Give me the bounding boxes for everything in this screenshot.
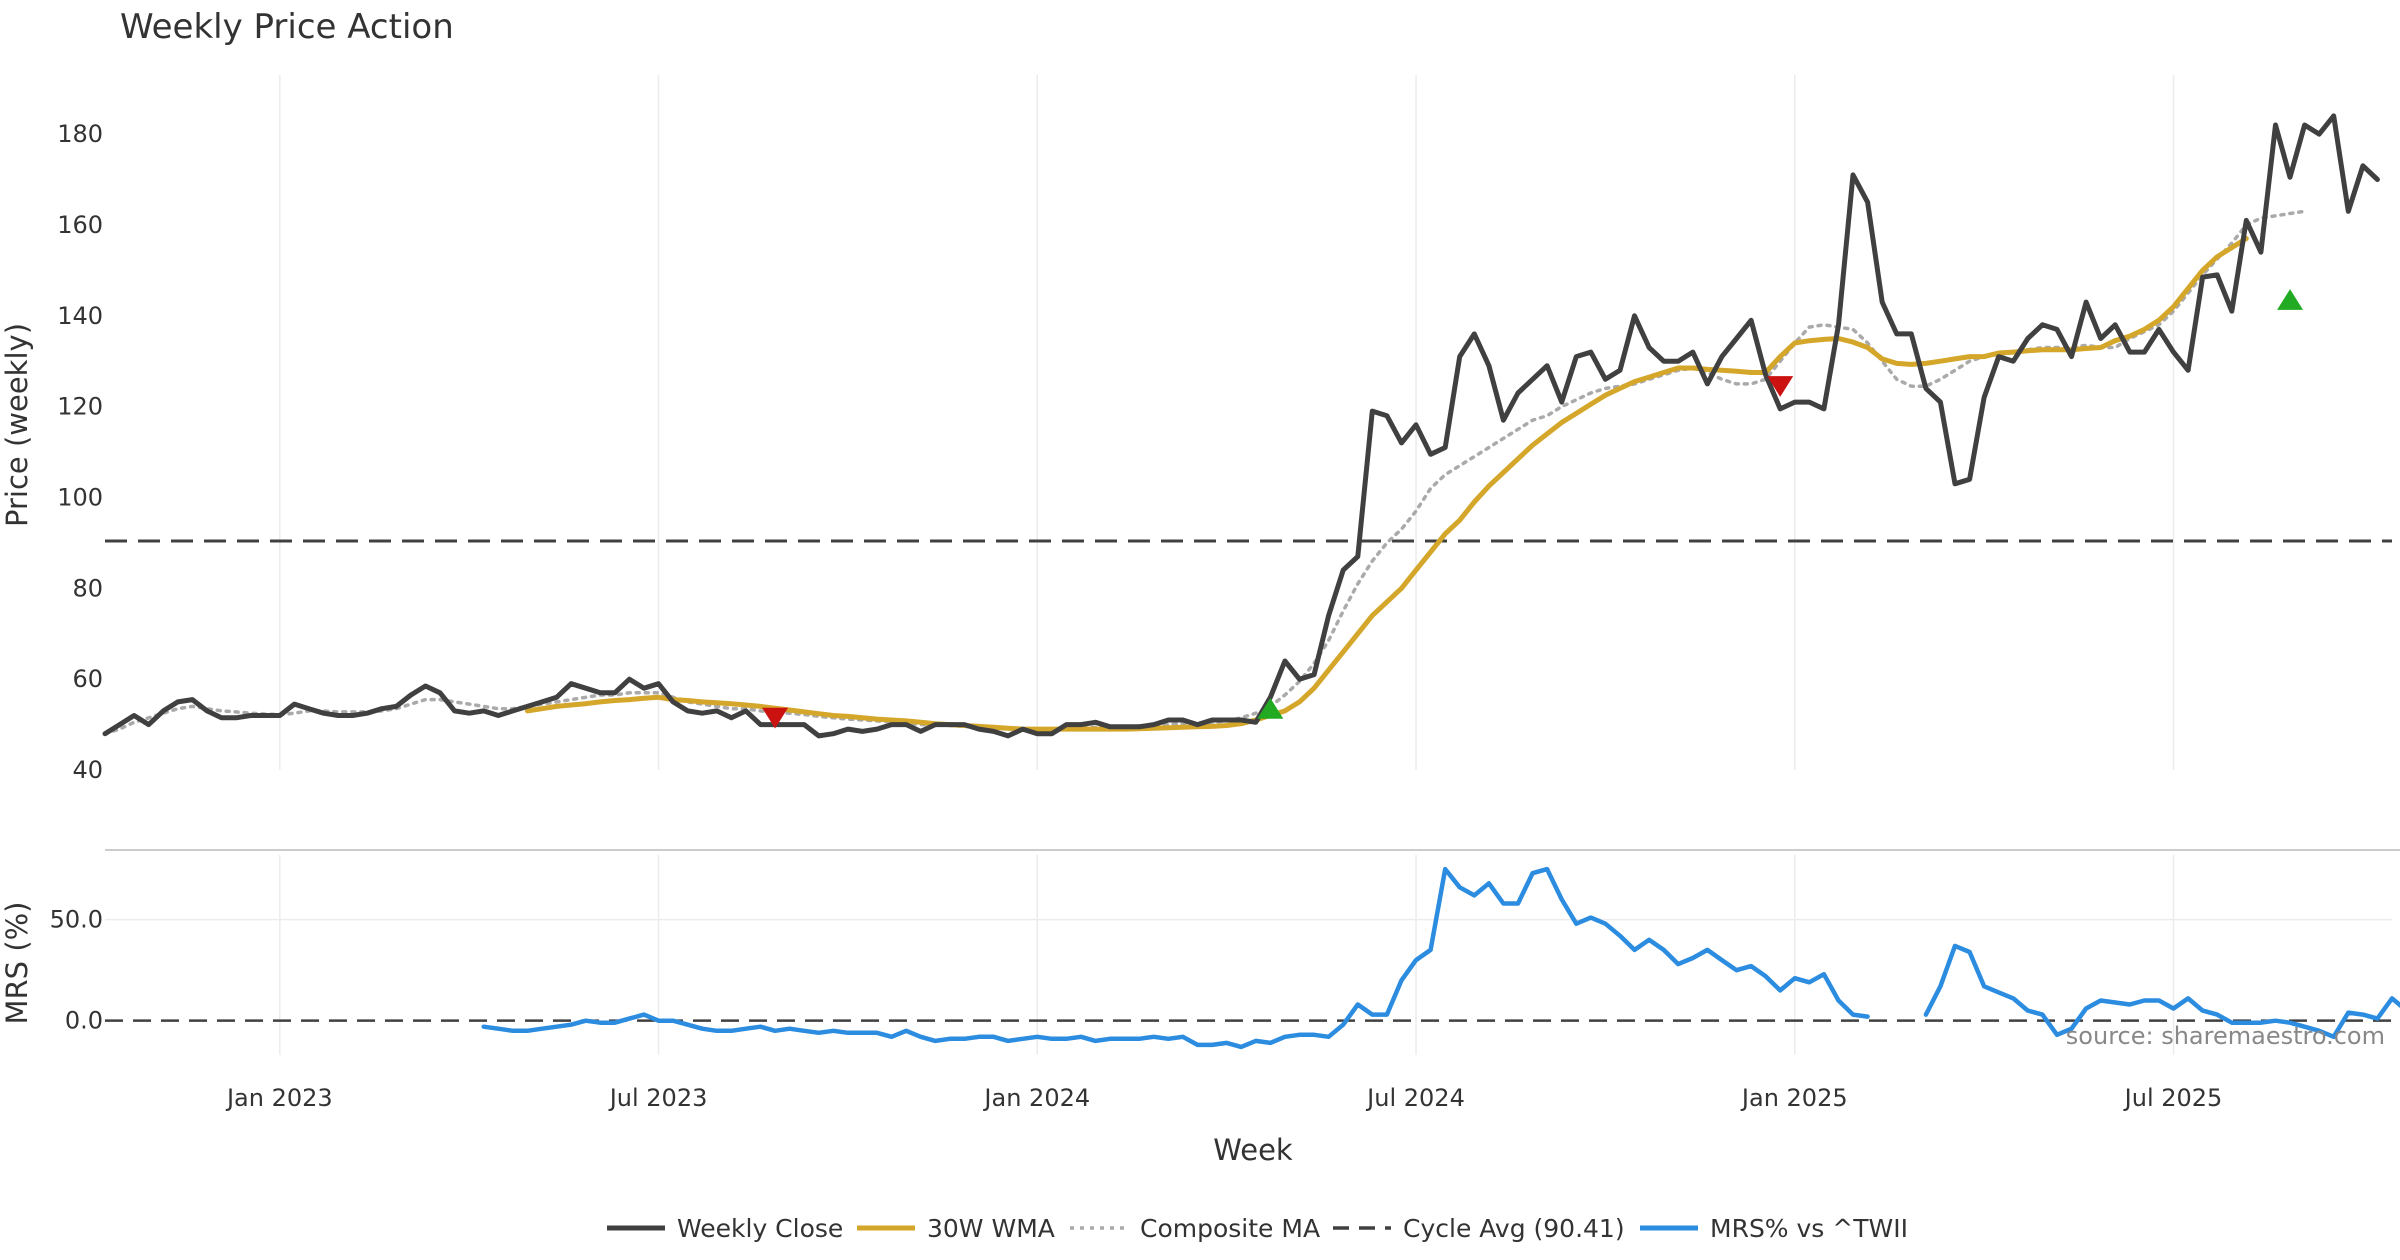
x-axis-label: Week [1213, 1133, 1293, 1167]
legend-item: Composite MA [1070, 1214, 1320, 1243]
legend-label: Weekly Close [677, 1214, 843, 1243]
x-tick-label: Jan 2024 [982, 1084, 1090, 1112]
x-tick-label: Jan 2023 [225, 1084, 333, 1112]
legend: Weekly Close 30W WMA Composite MA Cycle Avg… [607, 1214, 1908, 1243]
mrs-line [481, 866, 2400, 1050]
legend-item: Weekly Close [607, 1214, 843, 1243]
price-grid [279, 75, 2175, 770]
weekly-close-line [102, 113, 2380, 739]
x-tick-label: Jan 2025 [1740, 1084, 1848, 1112]
x-tick-label: Jul 2023 [608, 1084, 708, 1112]
mrs-y-tick-label: 0.0 [65, 1007, 103, 1035]
price-series [102, 113, 2380, 739]
source-label: source: sharemaestro.com [2066, 1022, 2385, 1050]
legend-item: MRS% vs ^TWII [1640, 1214, 1908, 1243]
30w-wma-line [524, 236, 2249, 732]
legend-label: 30W WMA [927, 1214, 1055, 1243]
x-tick-label: Jul 2025 [2123, 1084, 2223, 1112]
price-y-ticks: 40 60 80 100 120 140 160 180 [57, 120, 103, 784]
price-y-axis-label: Price (weekly) [0, 323, 34, 527]
legend-label: MRS% vs ^TWII [1710, 1214, 1908, 1243]
legend-label: Cycle Avg (90.41) [1403, 1214, 1625, 1243]
composite-ma-line [103, 209, 2307, 736]
price-y-tick-label: 100 [57, 483, 103, 511]
legend-label: Composite MA [1140, 1214, 1320, 1243]
price-y-tick-label: 60 [72, 665, 103, 693]
price-y-tick-label: 180 [57, 120, 103, 148]
price-y-tick-label: 140 [57, 302, 103, 330]
price-y-tick-label: 80 [72, 574, 103, 602]
sell-signal-marker [1767, 376, 1794, 397]
legend-item: 30W WMA [857, 1214, 1055, 1243]
legend-item: Cycle Avg (90.41) [1333, 1214, 1625, 1243]
chart-title: Weekly Price Action [120, 7, 454, 47]
buy-signal-marker [1257, 697, 1284, 719]
price-y-tick-label: 160 [57, 211, 103, 239]
x-tick-label: Jul 2024 [1365, 1084, 1465, 1112]
buy-signal-marker [2277, 289, 2304, 310]
sell-signal-marker [762, 707, 789, 729]
signal-markers [762, 289, 2304, 729]
mrs-y-axis-label: MRS (%) [0, 902, 34, 1025]
mrs-y-ticks: 0.0 50.0 [50, 906, 103, 1035]
price-y-tick-label: 120 [57, 393, 103, 421]
mrs-y-tick-label: 50.0 [50, 906, 103, 934]
x-ticks: Jan 2023 Jul 2023 Jan 2024 Jul 2024 Jan 2025… [225, 1084, 2222, 1112]
mrs-series [481, 866, 2400, 1050]
price-y-tick-label: 40 [72, 756, 103, 784]
